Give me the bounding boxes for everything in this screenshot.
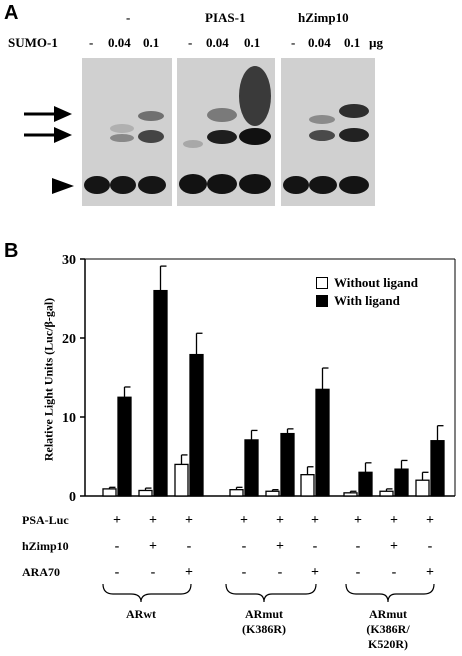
- lane-dose: 0.04: [206, 35, 229, 50]
- bracket-armut-k386r: [225, 583, 317, 603]
- arrow-icon: [24, 106, 72, 122]
- treatment-sign-psa: +: [390, 513, 398, 528]
- treatment-sign-psa: +: [354, 513, 362, 528]
- lane-dose: -: [89, 35, 94, 50]
- group-label-armut-mutation: (K386R): [242, 622, 286, 636]
- treatment-sign-zimp: -: [114, 539, 120, 554]
- bar-with-ligand: [358, 471, 373, 497]
- treatment-sign-psa: +: [149, 513, 157, 528]
- treatment-sign-psa: +: [311, 513, 319, 528]
- treatment-sign-ara: -: [150, 565, 156, 580]
- treatment-sign-zimp: -: [186, 539, 192, 554]
- bar-without-ligand: [379, 490, 394, 497]
- row-label-psa-luc: PSA-Luc: [22, 513, 69, 527]
- treatment-sign-zimp: +: [390, 539, 398, 554]
- treatment-sign-psa: +: [113, 513, 121, 528]
- bracket-armut-k386r-k520r: [345, 583, 435, 603]
- bar-without-ligand: [102, 488, 117, 497]
- arrowhead-icon: [52, 178, 74, 194]
- treatment-sign-ara: -: [114, 565, 120, 580]
- dose-unit: µg: [369, 35, 383, 50]
- group-label-arwt: ARwt: [126, 607, 156, 621]
- treatment-sign-ara: +: [426, 565, 434, 580]
- treatment-sign-ara: -: [241, 565, 247, 580]
- y-tick-label: 10: [62, 411, 76, 426]
- group-header-control: -: [126, 10, 131, 25]
- treatment-sign-ara: +: [311, 565, 319, 580]
- treatment-sign-zimp: -: [241, 539, 247, 554]
- bar-with-ligand: [280, 432, 295, 497]
- bar-with-ligand: [394, 468, 409, 497]
- bracket-arwt: [102, 583, 192, 603]
- lane-dose: 0.04: [308, 35, 331, 50]
- treatment-sign-zimp: -: [427, 539, 433, 554]
- lane-dose: 0.1: [244, 35, 261, 50]
- treatment-sign-zimp: -: [355, 539, 361, 554]
- bar-with-ligand: [189, 353, 204, 497]
- legend-label-with: With ligand: [334, 293, 400, 308]
- group-header-pias1: PIAS-1: [205, 10, 246, 25]
- sumo-label: SUMO-1: [8, 35, 58, 50]
- group-label-armut2-mutation-1: (K386R/: [366, 622, 410, 636]
- bar-without-ligand: [138, 489, 153, 497]
- treatment-sign-ara: -: [391, 565, 397, 580]
- bar-with-ligand: [117, 396, 132, 497]
- blot-control: [82, 58, 172, 206]
- row-label-hzimp10: hZimp10: [22, 539, 69, 553]
- bar-chart: 0 10 20 30: [62, 253, 456, 505]
- treatment-sign-zimp: -: [312, 539, 318, 554]
- treatment-sign-psa: +: [185, 513, 193, 528]
- treatment-sign-psa: +: [426, 513, 434, 528]
- bar-without-ligand: [343, 492, 358, 497]
- lane-dose: 0.1: [344, 35, 361, 50]
- treatment-sign-zimp: +: [149, 539, 157, 554]
- bar-without-ligand: [300, 474, 315, 497]
- bar-with-ligand: [153, 289, 168, 497]
- legend: Without ligand With ligand: [316, 274, 418, 310]
- legend-label-without: Without ligand: [334, 275, 418, 290]
- bar-with-ligand: [315, 388, 330, 497]
- treatment-sign-psa: +: [276, 513, 284, 528]
- bar-without-ligand: [415, 479, 430, 497]
- treatment-sign-ara: +: [185, 565, 193, 580]
- legend-swatch-with: [316, 295, 328, 307]
- treatment-sign-ara: -: [355, 565, 361, 580]
- group-label-armut: ARmut: [245, 607, 283, 621]
- legend-swatch-without: [316, 277, 328, 289]
- bar-with-ligand: [430, 440, 445, 497]
- group-label-armut2-mutation-2: K520R): [368, 637, 408, 651]
- row-label-ara70: ARA70: [22, 565, 60, 579]
- bar-without-ligand: [229, 489, 244, 497]
- lane-dose: -: [188, 35, 193, 50]
- bar-with-ligand: [244, 439, 259, 497]
- group-header-hzimp10: hZimp10: [298, 10, 349, 25]
- panel-b-label: B: [4, 240, 19, 262]
- y-tick-label: 0: [69, 490, 76, 505]
- lane-dose: -: [291, 35, 296, 50]
- treatment-sign-ara: -: [277, 565, 283, 580]
- bar-without-ligand: [174, 463, 189, 497]
- treatment-sign-psa: +: [240, 513, 248, 528]
- group-brackets: [102, 583, 435, 603]
- blot-hzimp10: [281, 58, 375, 206]
- blot-pias1: [177, 58, 275, 206]
- treatment-sign-zimp: +: [276, 539, 284, 554]
- arrow-icon: [24, 127, 72, 143]
- y-tick-label: 30: [62, 253, 76, 268]
- lane-dose: 0.04: [108, 35, 131, 50]
- group-label-armut2: ARmut: [369, 607, 407, 621]
- y-tick-label: 20: [62, 332, 76, 347]
- panel-a-label: A: [4, 2, 19, 24]
- bar-without-ligand: [265, 490, 280, 497]
- lane-dose: 0.1: [143, 35, 160, 50]
